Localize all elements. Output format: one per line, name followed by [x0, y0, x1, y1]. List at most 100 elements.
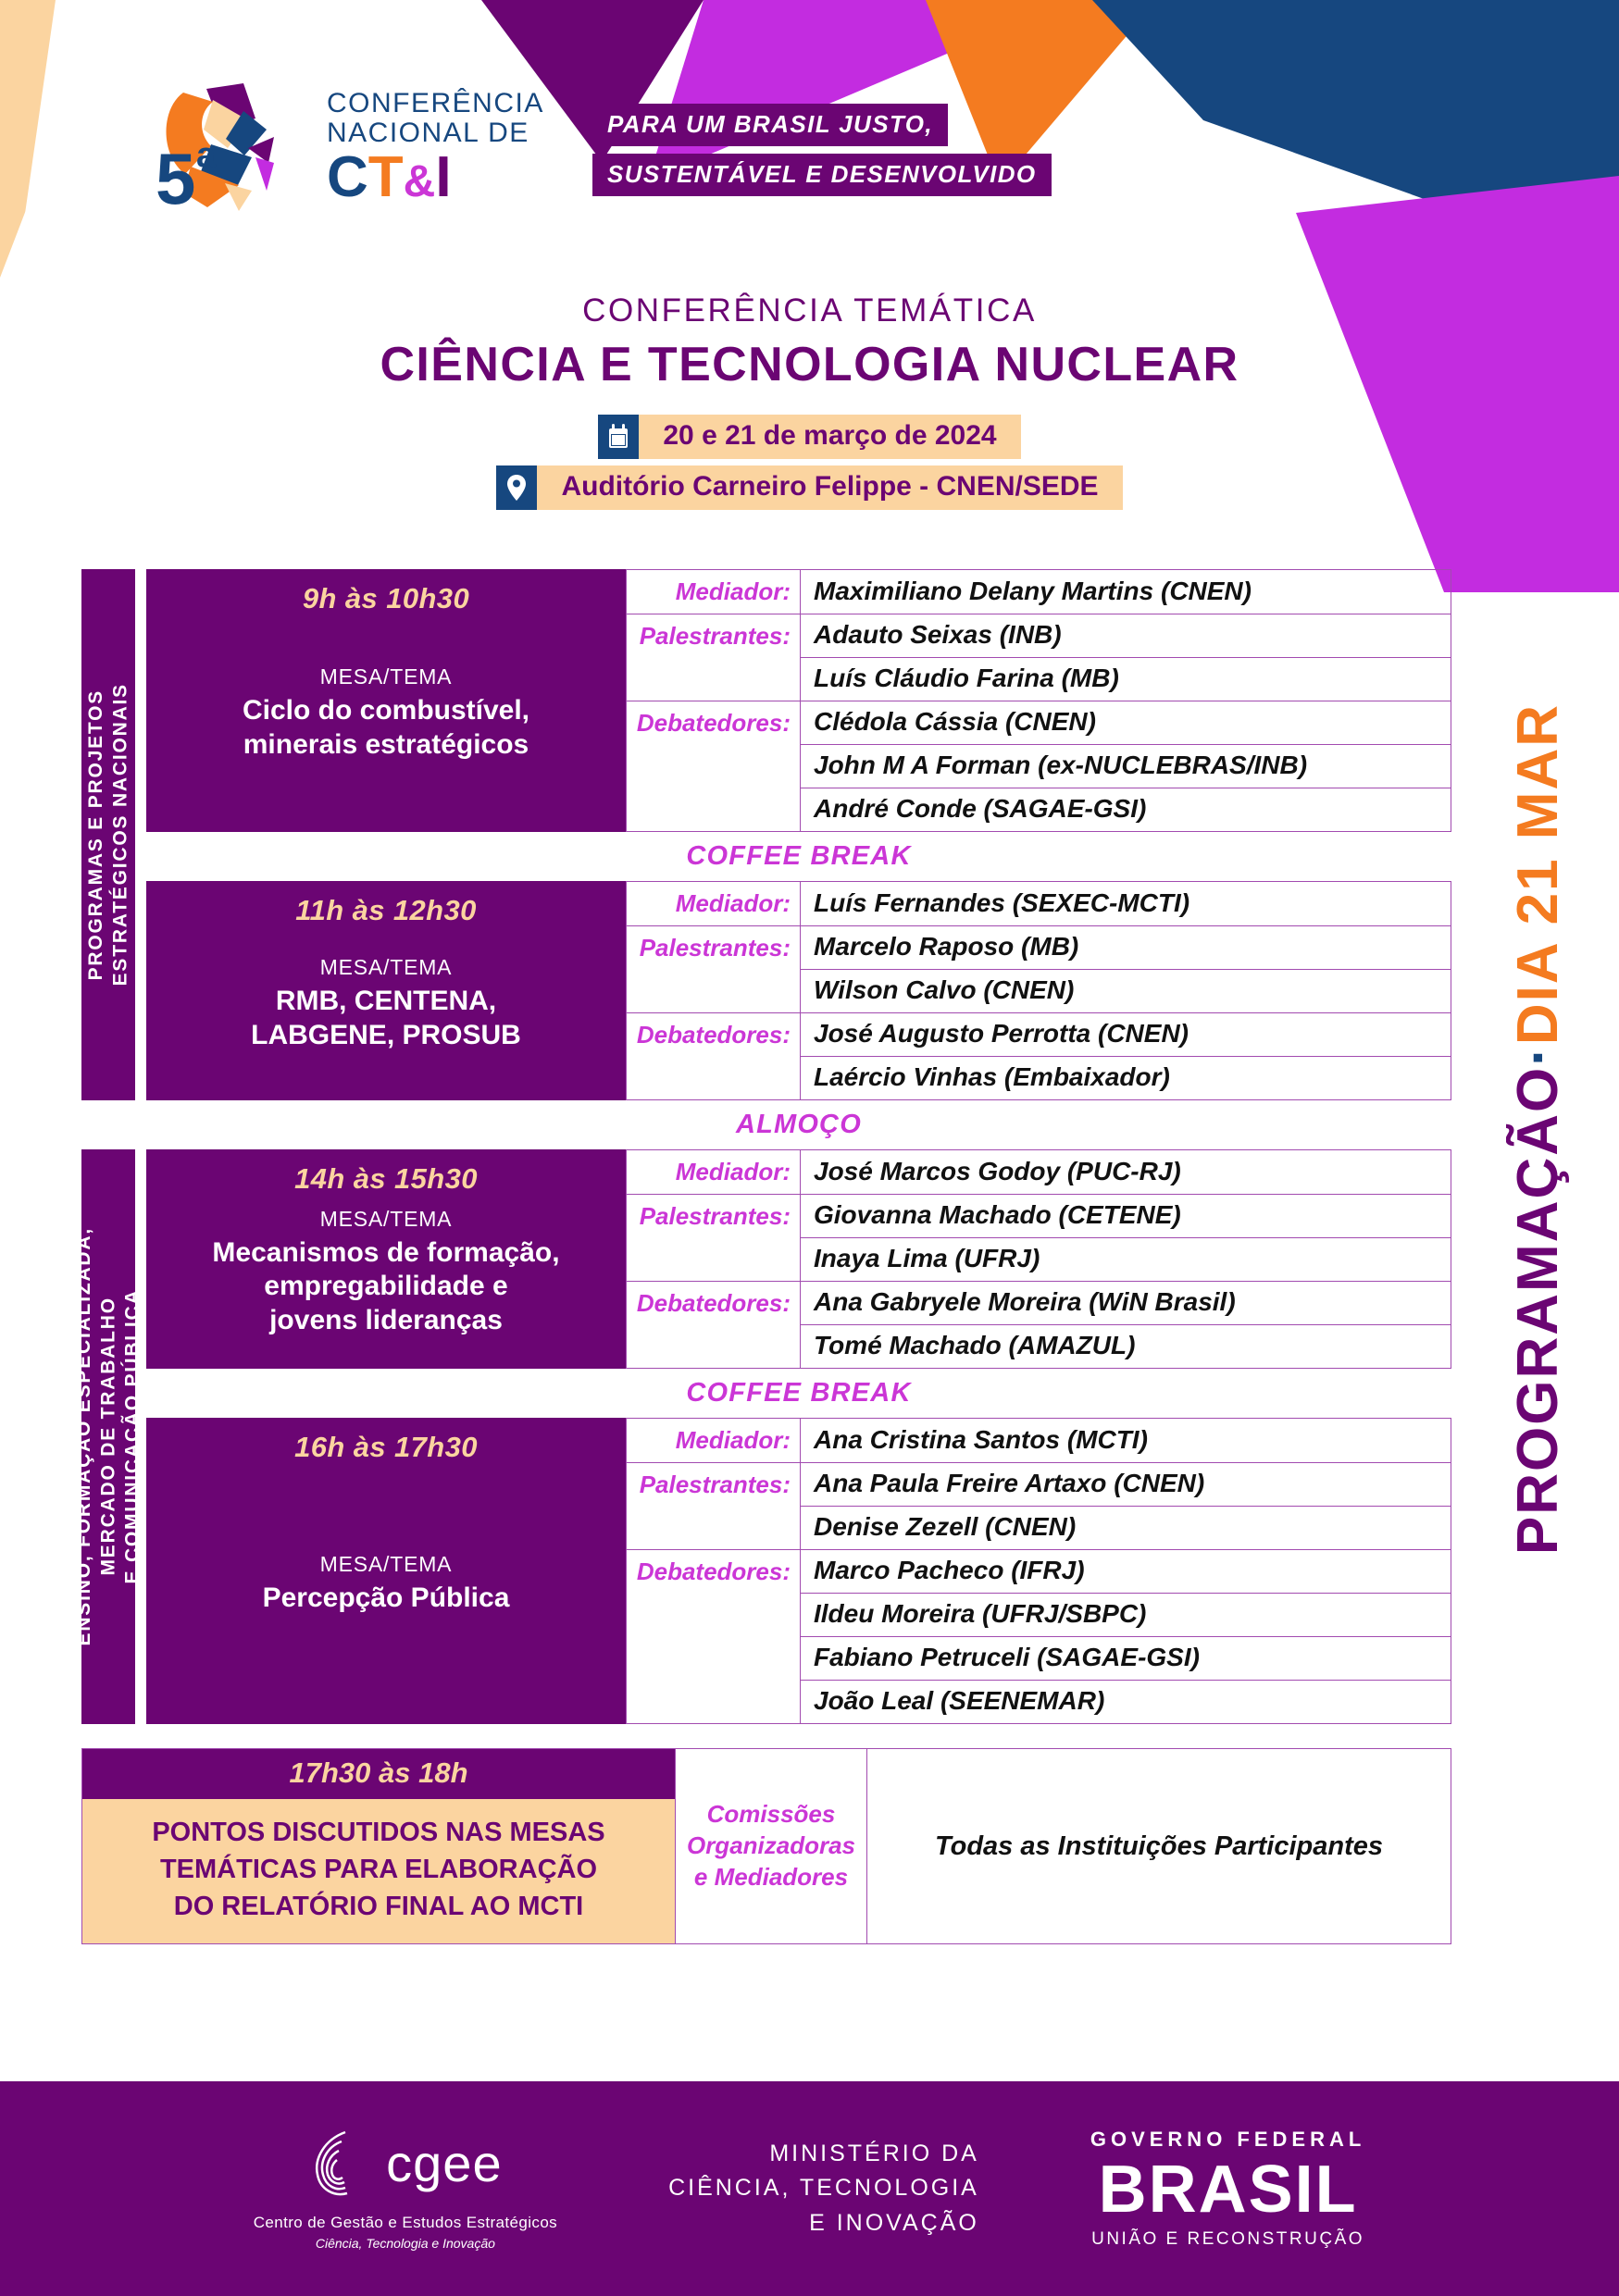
role-group: Debatedores: Clédola Cássia (CNEN) John … [626, 701, 1451, 832]
final-committees: Comissões Organizadoras e Mediadores [675, 1749, 867, 1944]
almoco-break: ALMOÇO [146, 1100, 1451, 1149]
logo-letter-i: I [435, 144, 452, 209]
slogan-line1: PARA UM BRASIL JUSTO, [592, 104, 949, 146]
role-group: Palestrantes: Giovanna Machado (CETENE) … [626, 1195, 1451, 1282]
person-name: Ana Gabryele Moreira (WiN Brasil) [801, 1282, 1451, 1325]
logo-mark-icon: 5 a [156, 83, 274, 219]
blue-shape-right [1092, 0, 1619, 268]
person-name: Tomé Machado (AMAZUL) [814, 1331, 1136, 1359]
person-name: Fabiano Petruceli (SAGAE-GSI) [801, 1637, 1451, 1681]
session-info-16h: 16h às 17h30 MESA/TEMA Percepção Pública [146, 1418, 626, 1724]
conference-title: CIÊNCIA E TECNOLOGIA NUCLEAR [380, 338, 1239, 391]
session-time: 11h às 12h30 [295, 894, 477, 926]
group-label-ensino: ENSINO, FORMAÇÃO ESPECIALIZADA, MERCADO … [73, 1149, 143, 1724]
session-time: 9h às 10h30 [302, 582, 470, 614]
gov-brasil: BRASIL [1098, 2153, 1358, 2228]
svg-text:5: 5 [156, 138, 195, 219]
peach-triangle-left [0, 0, 106, 278]
slogan-line2: SUSTENTÁVEL E DESENVOLVIDO [592, 154, 1052, 196]
session-theme: Ciclo do combustível, minerais estratégi… [242, 695, 530, 760]
role-label: Debatedores: [627, 1013, 801, 1099]
role-group: Palestrantes: Marcelo Raposo (MB) Wilson… [626, 926, 1451, 1013]
role-label: Mediador: [627, 882, 801, 925]
group-body-1: 9h às 10h30 MESA/TEMA Ciclo do combustív… [146, 569, 1451, 1100]
side-title-text: PROGRAMAÇÃO·DIA 21 MAR [1505, 703, 1571, 1555]
role-label: Palestrantes: [627, 1195, 801, 1281]
role-label: Debatedores: [627, 701, 801, 831]
role-label: Mediador: [627, 1419, 801, 1462]
mesa-tema-label: MESA/TEMA [319, 954, 453, 979]
coffee-break-1: COFFEE BREAK [146, 832, 1451, 881]
person-name: Ana Paula Freire Artaxo (CNEN) [801, 1463, 1451, 1507]
role-label: Mediador: [627, 570, 801, 614]
person-name: André Conde (SAGAE-GSI) [814, 794, 1147, 823]
session-people-16h: Mediador: Ana Cristina Santos (MCTI) Pal… [626, 1418, 1451, 1724]
group-label-text: PROGRAMAS E PROJETOS ESTRATÉGICOS NACION… [84, 683, 131, 987]
session-people-14h: Mediador: José Marcos Godoy (PUC-RJ) Pal… [626, 1149, 1451, 1369]
final-left: 17h30 às 18h PONTOS DISCUTIDOS NAS MESAS… [82, 1749, 675, 1944]
side-title-part1: PROGRAMAÇÃO [1505, 1065, 1570, 1556]
event-info: 20 e 21 de março de 2024 Auditório Carne… [0, 415, 1619, 510]
cgee-line2: Ciência, Tecnologia e Inovação [315, 2236, 495, 2251]
session-info-14h: 14h às 15h30 MESA/TEMA Mecanismos de for… [146, 1149, 626, 1369]
session-theme: RMB, CENTENA, LABGENE, PROSUB [251, 985, 521, 1050]
person-name: Adauto Seixas (INB) [801, 614, 1451, 658]
person-name: Maximiliano Delany Martins (CNEN) [814, 576, 1252, 605]
role-group: Debatedores: Marco Pacheco (IFRJ) Ildeu … [626, 1550, 1451, 1724]
mesa-tema-label: MESA/TEMA [319, 664, 453, 689]
person-name: José Marcos Godoy (PUC-RJ) [814, 1156, 1181, 1185]
map-pin-icon [496, 465, 538, 510]
event-location: Auditório Carneiro Felippe - CNEN/SEDE [537, 465, 1123, 510]
session-16h: 16h às 17h30 MESA/TEMA Percepção Pública… [146, 1418, 1451, 1724]
person-name: John M A Forman (ex-NUCLEBRAS/INB) [801, 745, 1451, 788]
mesa-tema-label: MESA/TEMA [319, 1206, 453, 1231]
government-block: GOVERNO FEDERAL BRASIL UNIÃO E RECONSTRU… [1090, 2128, 1365, 2250]
ministry-line2: CIÊNCIA, TECNOLOGIA [668, 2175, 979, 2202]
side-title-separator: · [1505, 1045, 1570, 1066]
svg-text:a: a [196, 136, 217, 175]
schedule-group-2: ENSINO, FORMAÇÃO ESPECIALIZADA, MERCADO … [73, 1149, 1451, 1724]
slogan-block: PARA UM BRASIL JUSTO, SUSTENTÁVEL E DESE… [592, 104, 1052, 204]
role-label: Debatedores: [627, 1550, 801, 1723]
side-title-part2: DIA 21 MAR [1505, 703, 1570, 1046]
logo-line1: CONFERÊNCIA [327, 88, 544, 118]
session-info-9h: 9h às 10h30 MESA/TEMA Ciclo do combustív… [146, 569, 626, 832]
logo-acronym: CT&I [327, 148, 544, 205]
role-group: Palestrantes: Ana Paula Freire Artaxo (C… [626, 1463, 1451, 1550]
role-group: Mediador: Luís Fernandes (SEXEC-MCTI) [626, 881, 1451, 926]
event-date: 20 e 21 de março de 2024 [639, 415, 1021, 459]
person-name: Laércio Vinhas (Embaixador) [814, 1062, 1170, 1091]
gov-bottom: UNIÃO E RECONSTRUÇÃO [1091, 2228, 1365, 2249]
logo-wordmark: CONFERÊNCIA NACIONAL DE CT&I [327, 88, 544, 205]
event-location-row: Auditório Carneiro Felippe - CNEN/SEDE [496, 465, 1123, 510]
session-info-11h: 11h às 12h30 MESA/TEMA RMB, CENTENA, LAB… [146, 881, 626, 1100]
schedule-group-1: PROGRAMAS E PROJETOS ESTRATÉGICOS NACION… [81, 569, 1451, 1100]
session-time: 16h às 17h30 [294, 1431, 478, 1463]
ministry-block: MINISTÉRIO DA CIÊNCIA, TECNOLOGIA E INOV… [668, 2137, 979, 2241]
logo-letter-c: C [327, 144, 368, 209]
person-name: Marco Pacheco (IFRJ) [801, 1550, 1451, 1594]
role-label: Palestrantes: [627, 1463, 801, 1549]
calendar-icon [598, 415, 640, 459]
logo-letter-t: T [367, 144, 404, 209]
ministry-line3: E INOVAÇÃO [809, 2209, 979, 2236]
final-text: PONTOS DISCUTIDOS NAS MESAS TEMÁTICAS PA… [82, 1799, 675, 1944]
final-session-block: 17h30 às 18h PONTOS DISCUTIDOS NAS MESAS… [81, 1748, 1451, 1945]
side-title: PROGRAMAÇÃO·DIA 21 MAR [1482, 703, 1593, 1814]
person-name: Giovanna Machado (CETENE) [801, 1195, 1451, 1238]
person-name: Wilson Calvo (CNEN) [814, 975, 1075, 1004]
mesa-tema-label: MESA/TEMA [319, 1552, 453, 1577]
final-time: 17h30 às 18h [82, 1749, 675, 1799]
person-name: Ana Cristina Santos (MCTI) [814, 1424, 1148, 1454]
schedule: PROGRAMAS E PROJETOS ESTRATÉGICOS NACION… [73, 569, 1451, 1945]
person-name: Ildeu Moreira (UFRJ/SBPC) [801, 1594, 1451, 1637]
role-group: Mediador: Ana Cristina Santos (MCTI) [626, 1418, 1451, 1463]
role-label: Debatedores: [627, 1282, 801, 1368]
session-people-11h: Mediador: Luís Fernandes (SEXEC-MCTI) Pa… [626, 881, 1451, 1100]
group-body-2: 14h às 15h30 MESA/TEMA Mecanismos de for… [146, 1149, 1451, 1724]
gov-top: GOVERNO FEDERAL [1090, 2128, 1366, 2152]
event-date-row: 20 e 21 de março de 2024 [598, 415, 1021, 459]
role-label: Palestrantes: [627, 614, 801, 701]
role-group: Debatedores: José Augusto Perrotta (CNEN… [626, 1013, 1451, 1100]
